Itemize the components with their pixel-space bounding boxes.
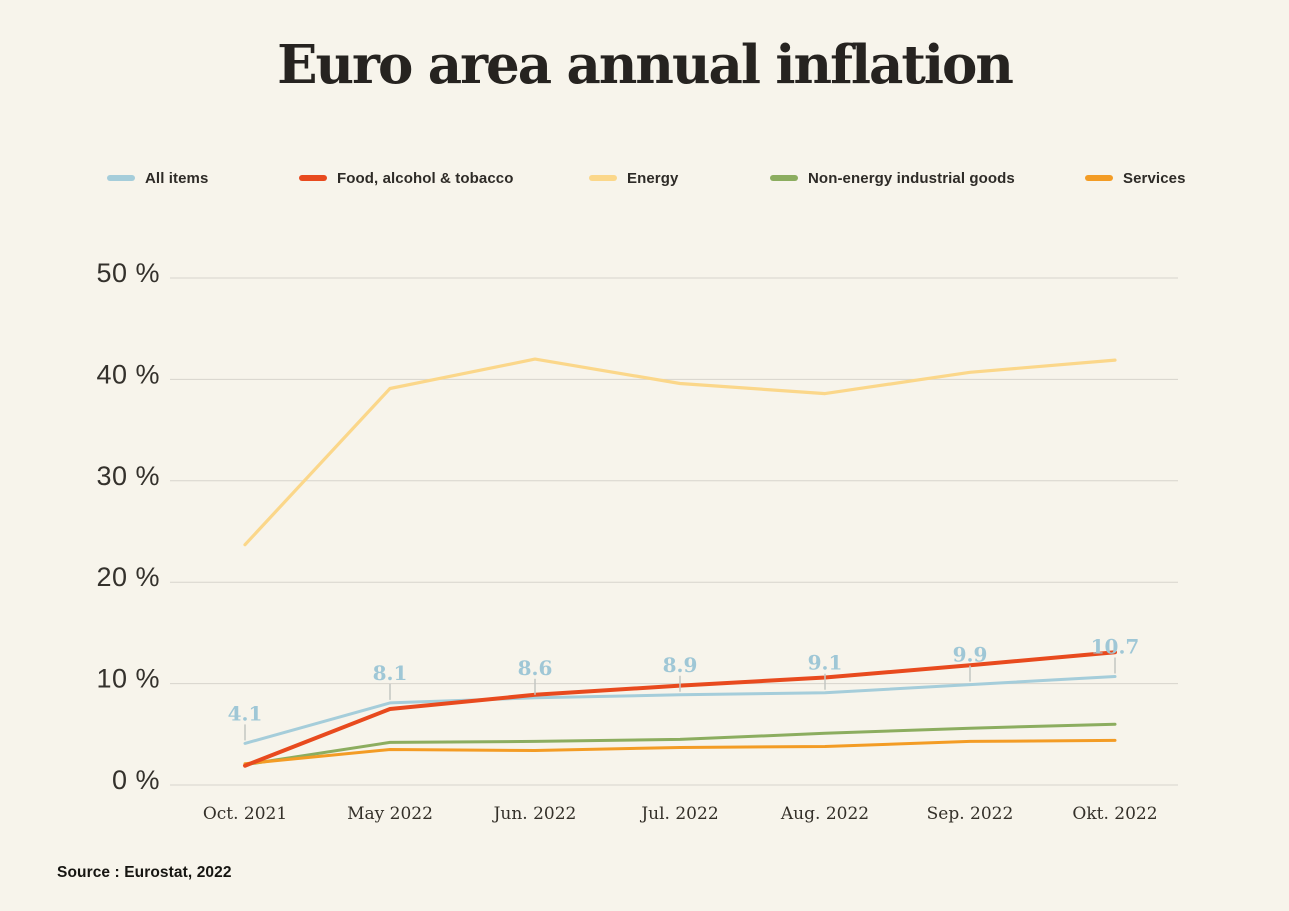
legend-label-all-items: All items	[145, 169, 209, 187]
legend-swatch-non-energy-industrial-goods	[770, 175, 798, 181]
chart-legend: All items Food, alcohol & tobacco Energy No…	[0, 165, 1289, 191]
y-axis-label-10-pct: 10 %	[96, 664, 160, 694]
series-line-all-items	[243, 675, 1117, 745]
point-label-all-items-5: 9.9	[953, 643, 988, 667]
series-line-services	[243, 738, 1117, 766]
y-axis-label-40-pct: 40 %	[96, 359, 160, 389]
x-axis-label-okt-2022: Okt. 2022	[1072, 804, 1157, 824]
legend-label-energy: Energy	[627, 169, 679, 187]
legend-swatch-energy	[589, 175, 617, 181]
x-axis-label-sep-2022: Sep. 2022	[927, 804, 1014, 824]
series-line-energy	[243, 357, 1117, 547]
x-axis-label-may-2022: May 2022	[347, 804, 433, 824]
chart-title: Euro area annual inflation	[277, 34, 1014, 96]
legend-item-energy: Energy	[589, 165, 678, 191]
legend-item-food-alcohol-tobacco: Food, alcohol & tobacco	[299, 165, 513, 191]
legend-swatch-food-alcohol-tobacco	[299, 175, 327, 181]
legend-label-services: Services	[1123, 169, 1186, 187]
point-label-all-items-6: 10.7	[1091, 635, 1140, 659]
legend-swatch-all-items	[107, 175, 135, 181]
legend-label-food-alcohol-tobacco: Food, alcohol & tobacco	[337, 169, 514, 187]
x-axis-label-jun-2022: Jun. 2022	[492, 804, 577, 824]
x-axis-label-aug-2022: Aug. 2022	[780, 804, 869, 824]
point-label-all-items-1: 8.1	[373, 661, 408, 685]
legend-item-services: Services	[1085, 165, 1186, 191]
legend-label-non-energy-industrial-goods: Non-energy industrial goods	[808, 169, 1015, 187]
legend-swatch-services	[1085, 175, 1113, 181]
source-note: Source : Eurostat, 2022	[57, 864, 232, 881]
point-label-all-items-3: 8.9	[663, 653, 698, 677]
y-axis-label-20-pct: 20 %	[96, 562, 160, 592]
point-label-all-items-2: 8.6	[518, 656, 553, 680]
legend-item-all-items: All items	[107, 165, 208, 191]
legend-item-non-energy-industrial-goods: Non-energy industrial goods	[770, 165, 1015, 191]
point-label-all-items-4: 9.1	[808, 651, 843, 675]
series-line-non-energy-industrial-goods	[243, 722, 1117, 767]
y-axis-label-30-pct: 30 %	[96, 461, 160, 491]
y-axis-label-0-pct: 0 %	[112, 765, 160, 795]
x-axis-label-jul-2022: Jul. 2022	[639, 804, 718, 824]
point-label-all-items-0: 4.1	[228, 701, 263, 725]
y-axis-label-50-pct: 50 %	[96, 258, 160, 288]
x-axis-label-oct-2021: Oct. 2021	[203, 804, 287, 824]
